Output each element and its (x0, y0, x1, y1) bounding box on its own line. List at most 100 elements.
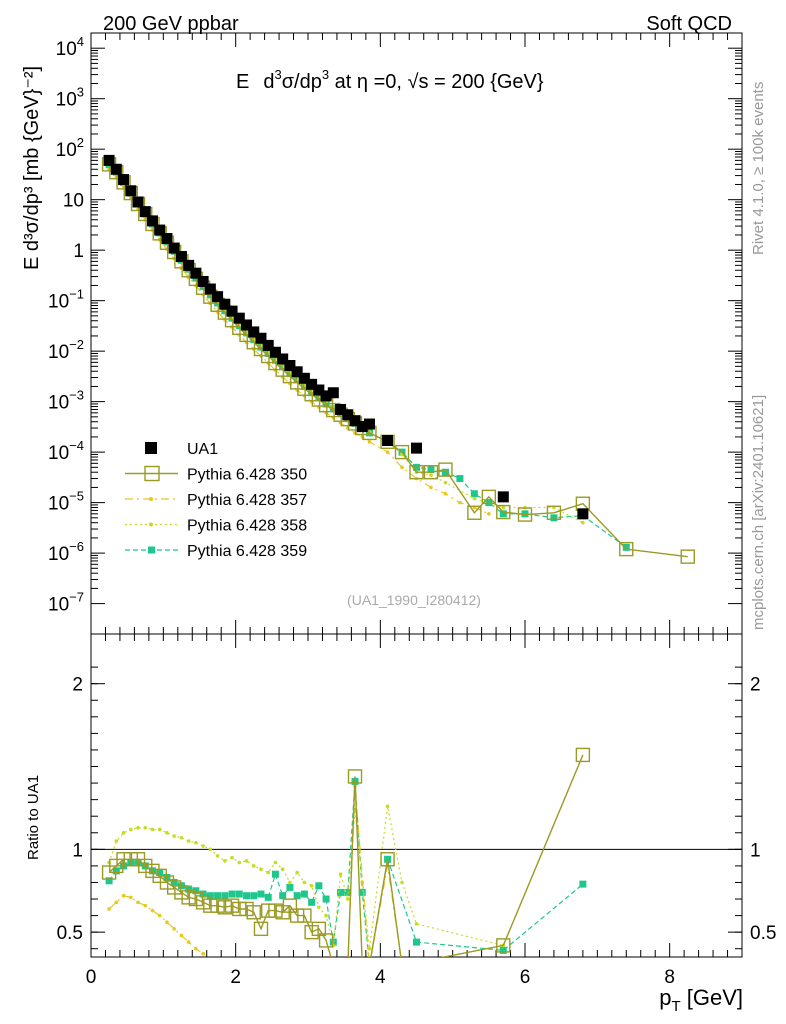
ytick-label: 10−1 (48, 287, 84, 313)
ratio-point-p350 (239, 901, 254, 917)
main-point-ua1 (190, 267, 202, 279)
main-point-ua1 (226, 305, 238, 317)
ratio-ytick-label-right: 2 (750, 675, 761, 696)
ratio-point-p358 (266, 870, 271, 875)
ratio-point-p350 (356, 959, 369, 972)
main-point-ua1 (212, 291, 224, 303)
ratio-point-p359 (235, 890, 243, 898)
main-point-ua1 (139, 206, 151, 218)
main-point-p358 (472, 496, 477, 501)
ratio-point-p358 (194, 840, 198, 845)
ratio-point-p357 (172, 927, 176, 931)
ratio-point-p359 (127, 859, 135, 867)
ratio-point-p358 (223, 859, 227, 863)
xtick-label: 6 (520, 967, 531, 988)
main-point-p350 (619, 541, 634, 557)
ratio-point-p359 (358, 888, 366, 896)
main-point-p359 (456, 475, 464, 483)
ratio-point-p350 (195, 895, 211, 910)
legend-label-ua1: UA1 (187, 441, 218, 458)
main-point-ua1 (146, 215, 158, 227)
main-line-p359 (108, 164, 627, 548)
main-point-ua1 (161, 233, 173, 245)
ratio-line-p359 (108, 781, 584, 957)
ratio-point-p358 (136, 826, 140, 830)
ratio-point-p357 (259, 963, 263, 967)
ratio-point-p359 (206, 892, 214, 900)
ytick-label: 10−2 (48, 337, 84, 363)
main-point-ua1 (118, 174, 130, 186)
ratio-point-p350 (496, 938, 511, 953)
ratio-frame (90, 633, 743, 958)
ratio-point-p358 (317, 905, 321, 910)
ratio-point-p350 (318, 933, 334, 948)
ytick-label: 1 (73, 241, 84, 262)
main-point-ua1 (175, 250, 187, 262)
ytick-label: 103 (56, 85, 84, 111)
main-point-p359 (427, 466, 435, 474)
ratio-ytick-label: 0.5 (57, 923, 83, 944)
ratio-point-p358 (157, 827, 162, 832)
ratio-line-p350 (108, 754, 584, 957)
main-series-group (101, 154, 695, 564)
main-point-ua1 (204, 283, 216, 295)
ratio-point-p357 (157, 913, 162, 918)
ratio-point-p358 (179, 835, 184, 840)
main-point-p357 (429, 485, 433, 490)
main-point-p357 (487, 512, 491, 516)
ratio-point-p350 (304, 924, 319, 940)
ratio-point-p359 (279, 892, 287, 900)
ratio-point-p350 (282, 898, 298, 913)
ratio-point-p350 (138, 858, 153, 874)
x-axis-label: pT [GeV] (659, 985, 743, 1015)
ratio-point-p358 (324, 913, 328, 918)
ratio-point-p350 (311, 921, 327, 937)
ratio-series-group (101, 747, 591, 972)
legend-label-p358: Pythia 6.428 358 (187, 518, 307, 535)
ratio-panel: 0.5 0.5 1 1 2 2 0 2 4 6 8 (57, 633, 776, 988)
ytick-label: 10−4 (48, 438, 84, 464)
ratio-point-p359 (192, 887, 200, 895)
ratio-point-p359 (308, 898, 316, 906)
main-point-p358 (443, 480, 448, 485)
ratio-point-p358 (295, 870, 299, 875)
ratio-point-p358 (114, 839, 119, 843)
ratio-point-p350 (210, 898, 225, 913)
main-point-p358 (501, 505, 506, 510)
ratio-point-p359 (337, 888, 345, 896)
main-point-ua1 (363, 418, 375, 430)
ratio-point-p350 (246, 905, 261, 920)
main-point-ua1 (306, 378, 318, 390)
ratio-point-p358 (288, 880, 292, 885)
ratio-point-p350 (363, 959, 376, 972)
main-point-p357 (400, 465, 404, 470)
ratio-point-p358 (150, 827, 155, 832)
ratio-point-p350 (224, 898, 240, 913)
ratio-point-p358 (165, 830, 169, 835)
main-point-ua1 (110, 163, 122, 175)
xtick-label: 4 (375, 967, 386, 988)
analysis-watermark: (UA1_1990_I280412) (347, 592, 481, 608)
ratio-point-p358 (251, 864, 256, 868)
ratio-point-p357 (194, 946, 198, 951)
ratio-point-p358 (128, 827, 133, 832)
ratio-point-p359 (271, 870, 279, 878)
ratio-ylabel: Ratio to UA1 (25, 775, 42, 860)
main-point-p359 (441, 468, 449, 476)
ratio-point-p359 (170, 878, 178, 886)
ratio-point-p358 (345, 897, 350, 901)
ratio-point-p359 (199, 890, 207, 898)
ratio-point-p350 (341, 959, 354, 972)
main-point-ua1 (262, 339, 274, 351)
ratio-point-p350 (217, 900, 233, 915)
main-point-p358 (429, 473, 433, 477)
ytick-label: 102 (56, 135, 84, 161)
main-point-ua1 (168, 242, 180, 254)
ratio-point-p357 (136, 900, 140, 905)
ratio-point-p350 (253, 921, 269, 937)
ratio-point-p359 (293, 892, 301, 900)
ratio-point-p359 (243, 892, 251, 900)
